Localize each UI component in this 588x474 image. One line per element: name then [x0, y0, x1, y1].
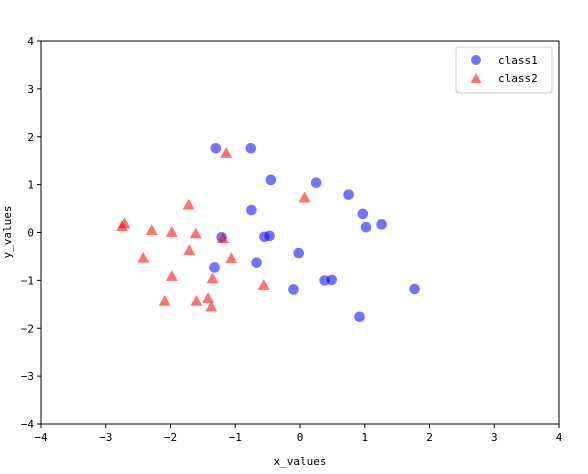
- x-tick-label: 4: [556, 431, 563, 444]
- y-tick-label: −1: [21, 274, 34, 287]
- y-axis-label: y_values: [1, 206, 14, 259]
- x-tick-label: 3: [491, 431, 498, 444]
- point-class2: [145, 224, 158, 235]
- point-class1: [246, 204, 257, 216]
- y-axis-ticks: −4 −3 −2 −1 0 1 2 3 4: [21, 35, 41, 431]
- point-class2: [225, 252, 238, 264]
- point-class1: [326, 274, 338, 286]
- legend-marker-class2: [470, 73, 482, 83]
- y-tick-label: −3: [21, 370, 34, 383]
- x-tick-label: −1: [229, 431, 242, 444]
- point-class2: [115, 220, 128, 232]
- y-tick-label: 2: [27, 131, 34, 144]
- point-class1: [357, 208, 369, 220]
- legend-label-class1: class1: [498, 54, 538, 67]
- point-class1: [354, 311, 365, 323]
- legend: class1 class2: [455, 46, 553, 94]
- point-class2: [220, 147, 233, 158]
- y-tick-label: 4: [27, 35, 34, 48]
- point-class2: [257, 279, 270, 290]
- y-tick-label: −2: [21, 322, 34, 335]
- point-class1: [343, 189, 354, 200]
- y-tick-label: 1: [27, 179, 34, 192]
- x-tick-label: −3: [99, 431, 112, 444]
- x-tick-label: 1: [361, 431, 368, 444]
- point-class1: [210, 142, 222, 154]
- legend-label-class2: class2: [498, 72, 538, 85]
- x-tick-label: −4: [34, 431, 48, 444]
- point-class2: [206, 272, 219, 284]
- point-class2: [202, 292, 215, 303]
- point-class1: [288, 284, 299, 295]
- point-class1: [265, 174, 277, 186]
- plot-frame: [40, 40, 560, 425]
- x-axis-ticks: −4 −3 −2 −1 0 1 2 3 4: [34, 424, 563, 444]
- point-class1: [209, 262, 220, 273]
- point-class2: [165, 226, 178, 237]
- data-points: [115, 142, 420, 323]
- point-class2: [183, 244, 196, 256]
- point-class1: [245, 142, 257, 154]
- point-class2: [189, 227, 202, 239]
- y-tick-label: 0: [27, 227, 34, 240]
- point-class2: [137, 251, 150, 263]
- point-class1: [251, 257, 262, 268]
- point-class2: [205, 300, 218, 312]
- point-class2: [165, 270, 178, 281]
- point-class2: [190, 294, 203, 306]
- y-tick-label: −4: [21, 418, 35, 431]
- point-class1: [310, 177, 322, 189]
- plot-area: [40, 40, 560, 425]
- x-tick-label: 0: [297, 431, 304, 444]
- point-class1: [376, 219, 387, 230]
- x-tick-label: 2: [426, 431, 433, 444]
- point-class1: [409, 283, 420, 295]
- y-tick-label: 3: [27, 83, 34, 96]
- point-class2: [158, 294, 171, 306]
- x-axis-label: x_values: [274, 455, 327, 468]
- point-class1: [360, 221, 372, 233]
- point-class2: [182, 198, 195, 210]
- x-tick-label: −2: [164, 431, 177, 444]
- legend-marker-class1: [471, 55, 481, 65]
- point-class2: [298, 191, 311, 203]
- point-class2: [216, 232, 229, 244]
- point-class1: [293, 247, 305, 259]
- point-class1: [264, 230, 275, 242]
